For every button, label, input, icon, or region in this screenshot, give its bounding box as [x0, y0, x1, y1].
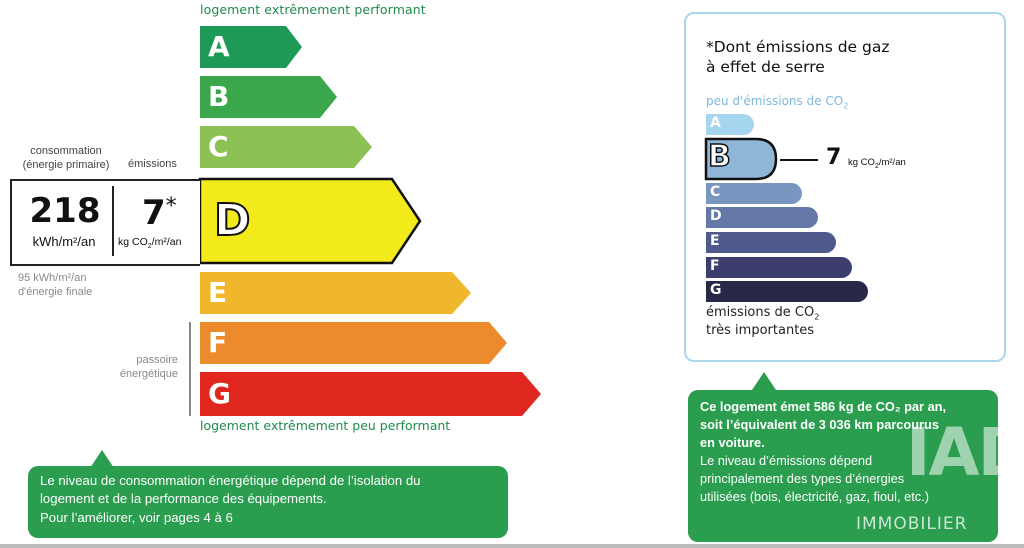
left-note-line-2: logement et de la performance des équipe… [40, 491, 327, 507]
ges-top-label-sub: 2 [843, 101, 849, 111]
ges-bar-a: A [706, 114, 754, 135]
ges-top-label-prefix: peu d'émissions de CO [706, 94, 844, 108]
ges-title-line-1: *Dont émissions de gaz [706, 38, 890, 56]
ges-letter-e: E [710, 233, 720, 249]
ges-letter-d: D [710, 208, 722, 224]
final-energy-line-1: 95 kWh/m²/an [18, 272, 87, 284]
dpe-bar-c [200, 126, 372, 168]
emissions-star: * [165, 194, 177, 219]
ges-bar-c: C [706, 183, 802, 204]
ges-bottom-label-sub: 2 [814, 312, 820, 322]
consumption-label-line-1: consommation [30, 145, 102, 157]
right-note-bold-3: en voiture. [700, 434, 765, 450]
emissions-unit-prefix: kg CO [118, 236, 148, 248]
dpe-bar-f [200, 322, 507, 364]
ges-unit-prefix: kg CO [848, 157, 875, 168]
dpe-bar-b [200, 76, 337, 118]
ges-bar-b [704, 137, 778, 181]
dpe-scale [189, 26, 541, 416]
ges-bottom-label-line-1: émissions de CO2 [706, 305, 819, 323]
dpe-bar-d [198, 177, 422, 265]
ges-letter-b: B [707, 139, 731, 174]
emissions-unit-sub: 2 [147, 243, 152, 251]
passoire-label: passoire énergétique [98, 354, 178, 382]
dpe-letter-b: B [208, 80, 230, 113]
ges-bar-g: G [706, 281, 868, 302]
emissions-label: émissions [128, 158, 177, 170]
passoire-line-2: énergétique [119, 367, 178, 380]
emissions-unit-suffix: /m²/an [151, 236, 182, 248]
ges-bar-f: F [706, 257, 852, 278]
right-note-line-1: Le niveau d’émissions dépend [700, 452, 873, 468]
dpe-bar-a [200, 26, 302, 68]
dpe-letter-c: C [208, 130, 229, 163]
dpe-letter-d: D [213, 195, 252, 246]
ges-letter-a: A [710, 115, 721, 131]
consumption-box [10, 179, 200, 266]
right-note-bold-1: Ce logement émet 586 kg de CO₂ par an, [700, 399, 947, 414]
ges-letter-f: F [710, 258, 720, 274]
final-energy-note: 95 kWh/m²/an d'énergie finale [18, 272, 92, 300]
emissions-unit: kg CO2/m²/an [118, 236, 181, 250]
consumption-label-line-2: (énergie primaire) [22, 158, 110, 171]
ges-title-line-2: à effet de serre [706, 58, 825, 77]
ges-letter-g: G [710, 282, 722, 298]
ges-bar-e: E [706, 232, 836, 253]
ges-value: 7 [826, 145, 842, 170]
right-note-bold-2: soit l’équivalent de 3 036 km parcourus [700, 416, 939, 432]
ges-bottom-label-prefix: émissions de CO [706, 305, 815, 320]
left-note-pointer [90, 450, 114, 468]
dpe-letter-g: G [208, 377, 231, 410]
emissions-value: 7* [142, 193, 177, 233]
ges-unit-sub: 2 [874, 162, 879, 170]
dpe-bar-g [200, 372, 541, 416]
consumption-value: 218 [29, 191, 101, 231]
passoire-line-1: passoire [136, 354, 178, 366]
final-energy-line-2: d'énergie finale [18, 285, 93, 298]
ges-letter-c: C [710, 184, 721, 200]
watermark-logo: IAD [906, 414, 1024, 491]
left-note-line-1: Le niveau de consommation énergétique dé… [40, 473, 421, 488]
dpe-letter-f: F [208, 326, 228, 359]
right-note-line-3: utilisées (bois, électricité, gaz, fioul… [700, 488, 930, 504]
ges-bar-d: D [706, 207, 818, 228]
left-note: Le niveau de consommation énergétique dé… [28, 466, 508, 538]
bottom-border [0, 544, 1024, 548]
dpe-letter-e: E [208, 276, 228, 309]
emissions-value-number: 7 [142, 193, 166, 233]
dpe-letter-a: A [208, 30, 230, 63]
consumption-divider [112, 186, 114, 256]
ges-bottom-label-line-2: très importantes [706, 322, 815, 338]
ges-value-line [780, 159, 818, 161]
right-note: Ce logement émet 586 kg de CO₂ par an, s… [688, 390, 998, 542]
ges-unit: kg CO2/m²/an [848, 157, 906, 170]
watermark-text: IMMOBILIER [856, 514, 968, 534]
ges-top-label: peu d'émissions de CO2 [706, 94, 848, 110]
consumption-unit: kWh/m²/an [32, 234, 96, 249]
right-note-line-2: principalement des types d’énergies [700, 470, 905, 486]
dpe-bottom-label: logement extrêmement peu performant [200, 418, 451, 433]
left-note-line-3: Pour l’améliorer, voir pages 4 à 6 [40, 509, 233, 525]
ges-title: *Dont émissions de gaz à effet de serre [706, 37, 889, 77]
dpe-top-label: logement extrêmement performant [200, 2, 426, 17]
ges-unit-suffix: /m²/an [878, 157, 906, 168]
ges-bottom-label: émissions de CO2 très importantes [706, 305, 819, 340]
consumption-label: consommation (énergie primaire) [20, 145, 112, 173]
dpe-bar-e [200, 272, 471, 314]
right-note-pointer [752, 372, 776, 390]
